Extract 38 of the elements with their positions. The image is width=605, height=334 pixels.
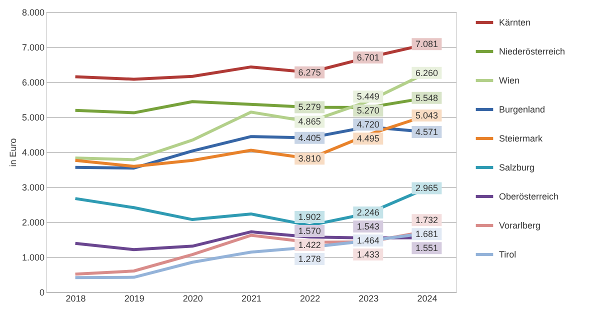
legend-label: Oberösterreich [499, 192, 559, 202]
y-tick-label: 7.000 [22, 42, 44, 52]
data-label: 1.570 [298, 226, 321, 236]
y-tick-label: 2.000 [22, 218, 44, 228]
x-tick-label: 2019 [124, 294, 144, 304]
legend-label: Vorarlberg [499, 220, 541, 230]
y-tick-label: 8.000 [22, 8, 44, 18]
legend-label: Niederösterreich [499, 46, 566, 56]
x-tick-label: 2022 [300, 294, 320, 304]
y-tick-label: 1.000 [22, 252, 44, 262]
legend-label: Burgenland [499, 104, 546, 114]
data-label: 5.270 [356, 106, 380, 116]
y-tick-label: 5.000 [22, 112, 44, 122]
y-axis-title: in Euro [8, 138, 18, 167]
x-tick-label: 2021 [241, 294, 262, 304]
data-label: 1.278 [298, 254, 321, 264]
data-label: 1.422 [298, 240, 321, 250]
legend-label: Wien [499, 76, 520, 86]
x-tick-label: 2018 [66, 294, 86, 304]
x-tick-label: 2020 [182, 294, 203, 304]
x-tick-label: 2024 [417, 294, 438, 304]
legend-label: Steiermark [499, 134, 544, 144]
legend-label: Tirol [499, 250, 516, 260]
legend-label: Salzburg [499, 162, 535, 172]
data-label: 4.495 [356, 134, 380, 144]
y-tick-label: 4.000 [22, 148, 44, 158]
data-label: 1.551 [415, 243, 438, 254]
legend-label: Kärnten [499, 18, 531, 28]
y-tick-label: 6.000 [22, 78, 44, 88]
y-tick-label: 0 [39, 288, 44, 298]
data-label: 1.543 [356, 221, 380, 232]
x-tick-label: 2023 [358, 294, 379, 304]
data-label: 1.433 [356, 249, 380, 260]
data-label: 4.720 [356, 120, 380, 130]
data-label: 1.732 [415, 215, 438, 226]
data-label: 1.902 [298, 212, 321, 222]
data-label: 5.449 [356, 92, 380, 102]
y-tick-label: 3.000 [22, 182, 44, 192]
